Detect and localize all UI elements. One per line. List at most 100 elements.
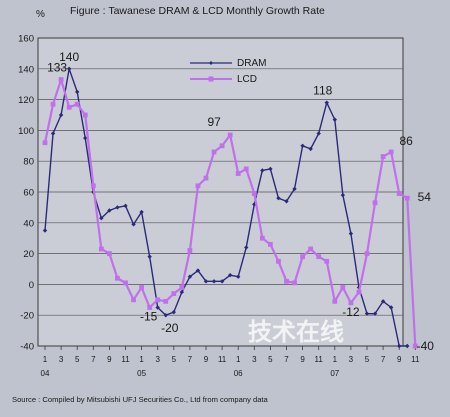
data-point-lcd (171, 291, 177, 297)
x-tick-label: 5 (75, 355, 80, 364)
data-point-lcd (147, 305, 153, 310)
data-point-dram (340, 192, 346, 198)
data-point-dram (332, 117, 337, 122)
data-point-dram (260, 168, 265, 173)
data-point-lcd (115, 275, 120, 281)
legend: DRAM LCD (190, 58, 266, 85)
data-point-lcd (131, 297, 136, 303)
data-point-lcd (211, 149, 217, 155)
data-point-lcd (332, 298, 338, 304)
data-label: -15 (140, 310, 158, 324)
data-point-lcd (42, 140, 48, 146)
x-tick-label: 9 (300, 355, 305, 364)
x-tick-label: 7 (188, 355, 193, 364)
data-point-lcd (356, 289, 362, 295)
year-label: 04 (41, 369, 50, 378)
data-point-lcd (284, 278, 289, 284)
data-point-lcd (388, 149, 394, 155)
y-tick-label: 100 (18, 126, 34, 137)
x-tick-label: 5 (172, 355, 177, 364)
data-point-dram (284, 199, 289, 204)
data-point-dram (316, 131, 321, 136)
data-point-lcd (308, 246, 314, 252)
y-tick-label: 20 (23, 249, 34, 260)
data-point-lcd (179, 285, 185, 290)
x-tick-label: 1 (139, 355, 144, 364)
data-label: -40 (417, 339, 435, 353)
y-tick-label: -40 (20, 342, 34, 353)
data-point-dram (268, 166, 273, 172)
data-point-dram (219, 279, 225, 284)
data-point-dram (99, 215, 104, 221)
x-tick-label: 5 (365, 355, 370, 364)
data-point-lcd (195, 183, 201, 189)
data-point-dram (405, 343, 410, 349)
y-tick-label: -20 (20, 311, 34, 322)
x-tick-label: 1 (43, 355, 48, 364)
data-point-dram (115, 205, 120, 210)
x-tick-label: 11 (121, 355, 130, 364)
watermark: 技术在线 (248, 318, 344, 346)
series-layer (42, 66, 418, 349)
data-point-dram (163, 313, 168, 318)
data-label: 86 (399, 134, 413, 148)
data-point-dram (107, 208, 112, 213)
data-point-lcd (412, 343, 418, 349)
y-tick-label: 0 (29, 280, 34, 291)
data-point-dram (58, 112, 64, 118)
x-tick-label: 3 (155, 355, 160, 364)
y-tick-label: 160 (18, 34, 34, 45)
y-tick-label: 120 (18, 95, 34, 106)
x-tick-label: 7 (381, 355, 386, 364)
data-point-lcd (259, 235, 265, 241)
data-point-lcd (90, 183, 96, 189)
data-label: 97 (207, 115, 221, 129)
x-tick-label: 5 (268, 355, 273, 364)
data-point-dram (42, 228, 48, 233)
data-point-dram (203, 279, 209, 284)
data-point-dram (179, 289, 185, 295)
data-point-dram (83, 135, 88, 141)
data-point-dram (171, 309, 176, 315)
data-point-dram (50, 131, 56, 136)
data-point-lcd (372, 200, 378, 206)
y-tick-label: 80 (23, 157, 34, 168)
x-tick-label: 7 (284, 355, 289, 364)
data-point-lcd (300, 254, 305, 260)
year-label: 06 (234, 369, 243, 378)
x-tick-label: 3 (59, 355, 64, 364)
data-point-lcd (66, 104, 72, 110)
y-tick-label: 40 (23, 218, 34, 229)
data-label: 118 (313, 84, 332, 98)
y-tick-label: 60 (23, 188, 34, 199)
legend-dram-marker (209, 61, 213, 65)
source-note: Source : Compiled by Mitsubishi UFJ Secu… (12, 395, 269, 404)
data-point-lcd (203, 175, 209, 181)
data-point-lcd (98, 246, 104, 252)
data-label: -12 (342, 305, 360, 319)
data-point-lcd (82, 112, 88, 118)
data-point-lcd (219, 143, 225, 149)
x-tick-label: 11 (411, 355, 420, 364)
x-tick-label: 9 (397, 355, 402, 364)
legend-lcd-label: LCD (237, 74, 257, 85)
data-point-dram (380, 299, 386, 304)
x-tick-label: 9 (204, 355, 209, 364)
data-point-lcd (364, 251, 370, 256)
data-point-dram (123, 203, 128, 209)
data-point-dram (211, 279, 217, 284)
x-tick-label: 3 (252, 355, 257, 364)
data-point-dram (155, 305, 160, 310)
data-point-lcd (163, 298, 169, 304)
data-point-lcd (139, 285, 144, 290)
data-point-dram (292, 186, 297, 192)
data-point-lcd (396, 191, 402, 196)
data-label: 140 (59, 50, 79, 64)
x-tick-label: 11 (218, 355, 227, 364)
data-point-dram (236, 274, 241, 279)
legend-dram-label: DRAM (237, 58, 266, 69)
data-point-lcd (74, 101, 80, 107)
